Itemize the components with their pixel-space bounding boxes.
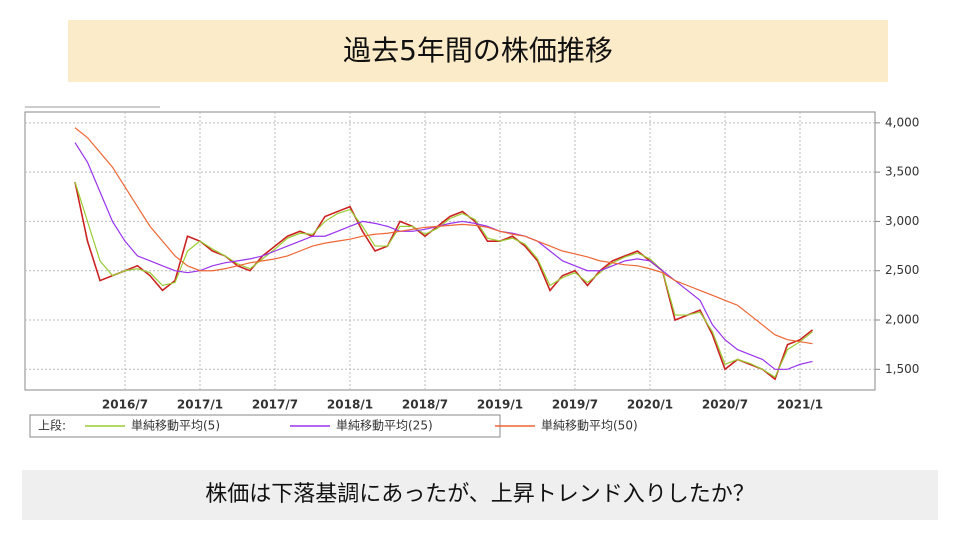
slide-title: 過去5年間の株価推移 (343, 34, 613, 67)
legend-label: 単純移動平均(25) (336, 419, 433, 433)
x-tick-label: 2016/7 (102, 398, 148, 412)
legend-label: 単純移動平均(50) (541, 419, 638, 433)
ma-line (74, 181, 813, 379)
price-line (74, 181, 813, 381)
caption: 株価は下落基調にあったが、上昇トレンド入りしたか？ (205, 482, 755, 507)
y-tick-label: 2,000 (885, 313, 919, 327)
x-tick-label: 2020/1 (627, 398, 673, 412)
x-tick-label: 2017/7 (252, 398, 298, 412)
y-tick-label: 3,000 (885, 214, 919, 228)
plot-frame (24, 111, 876, 391)
legend-label: 単純移動平均(5) (131, 419, 220, 433)
y-tick-label: 1,500 (885, 362, 919, 376)
legend-prefix: 上段: (38, 418, 66, 433)
caption-box (22, 470, 938, 520)
x-tick-label: 2018/1 (327, 398, 373, 412)
y-tick-label: 3,500 (885, 165, 919, 179)
x-tick-label: 2019/7 (552, 398, 598, 412)
y-tick-label: 4,000 (885, 115, 919, 129)
x-tick-label: 2018/7 (402, 398, 448, 412)
ma-line (74, 127, 813, 345)
ma-line (74, 142, 813, 370)
x-tick-label: 2021/1 (777, 398, 823, 412)
x-tick-label: 2017/1 (177, 398, 223, 412)
x-tick-label: 2019/1 (477, 398, 523, 412)
title-box (68, 20, 888, 82)
x-tick-label: 2020/7 (702, 398, 748, 412)
y-tick-label: 2,500 (885, 263, 919, 277)
